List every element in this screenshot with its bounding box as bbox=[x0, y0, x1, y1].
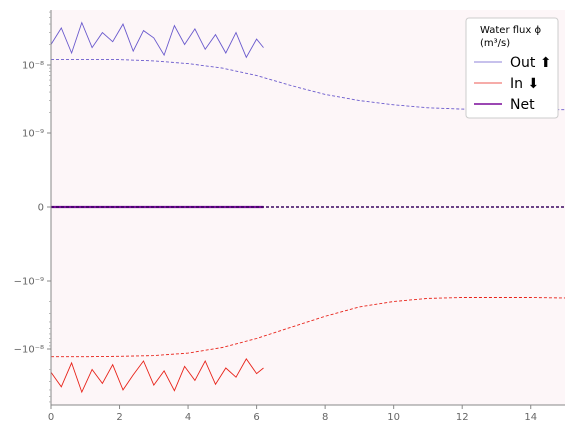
y-tick-label: −10⁻⁹ bbox=[14, 277, 44, 288]
x-tick-label: 0 bbox=[48, 412, 54, 423]
x-tick-label: 2 bbox=[116, 412, 122, 423]
x-tick-label: 6 bbox=[253, 412, 259, 423]
legend-title-units: (m³/s) bbox=[480, 38, 510, 49]
legend-box bbox=[465, 17, 559, 119]
legend-items: Out ⬆ In ⬇ Net bbox=[474, 55, 552, 113]
legend-label-out: Out ⬆ bbox=[510, 55, 552, 71]
y-tick-label: 0 bbox=[38, 203, 44, 214]
x-tick-label: 12 bbox=[456, 412, 469, 423]
ticks-layer: 0 2 4 6 8 10 12 14 10⁻⁸ 10⁻⁹ 0 −10⁻⁹ −10⁻⁸ bbox=[14, 11, 537, 423]
x-tick-label: 8 bbox=[322, 412, 328, 423]
legend-label-in: In ⬇ bbox=[510, 76, 539, 92]
series-line-out-solid bbox=[50, 21, 264, 59]
x-tick-label: 10 bbox=[387, 412, 400, 423]
series-line-in-solid bbox=[50, 358, 264, 394]
series-line-out-dashed bbox=[51, 59, 565, 111]
y-tick-label: 10⁻⁹ bbox=[22, 129, 44, 140]
legend-label-net: Net bbox=[510, 97, 535, 113]
legend: Water flux ϕ (m³/s) Out ⬆ In ⬇ Net bbox=[465, 17, 559, 119]
y-tick-label: −10⁻⁸ bbox=[14, 345, 44, 356]
legend-title: Water flux ϕ bbox=[480, 25, 541, 36]
series-line-in-dashed bbox=[51, 297, 566, 358]
x-tick-label: 4 bbox=[185, 412, 191, 423]
series-layer bbox=[50, 21, 566, 394]
x-tick-label: 14 bbox=[524, 412, 537, 423]
y-tick-label: 10⁻⁸ bbox=[22, 61, 44, 72]
